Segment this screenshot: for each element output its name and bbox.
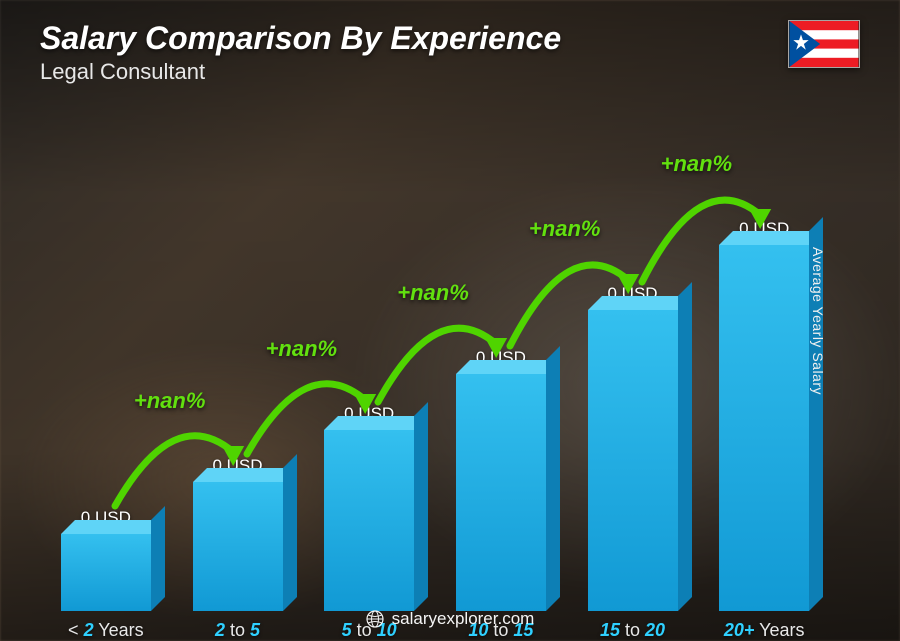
bar-col-5: 0 USD20+ Years xyxy=(704,181,824,611)
bar xyxy=(61,534,151,611)
bar-front xyxy=(61,534,151,611)
bar-col-2: 0 USD5 to 10 xyxy=(309,181,429,611)
bar xyxy=(324,430,414,611)
bar-front xyxy=(193,482,283,611)
puerto-rico-flag-icon xyxy=(788,20,860,68)
chart-container: Salary Comparison By Experience Legal Co… xyxy=(0,0,900,641)
footer: salaryexplorer.com xyxy=(0,609,900,629)
bar-front xyxy=(324,430,414,611)
bar-top-face xyxy=(324,416,428,430)
bar xyxy=(193,482,283,611)
bar-side-face xyxy=(546,346,560,611)
bar-front xyxy=(719,245,809,611)
chart-area: 0 USD< 2 Years0 USD2 to 50 USD5 to 100 U… xyxy=(40,105,830,611)
header: Salary Comparison By Experience Legal Co… xyxy=(40,20,860,85)
bar xyxy=(719,245,809,611)
bar-top-face xyxy=(193,468,297,482)
bar xyxy=(588,310,678,611)
title-block: Salary Comparison By Experience Legal Co… xyxy=(40,20,788,85)
growth-label: +nan% xyxy=(529,216,601,242)
bar-side-face xyxy=(283,454,297,611)
bar-front xyxy=(456,374,546,611)
bar xyxy=(456,374,546,611)
globe-icon xyxy=(366,610,384,628)
bar-col-3: 0 USD10 to 15 xyxy=(441,181,561,611)
growth-label: +nan% xyxy=(134,388,206,414)
bar-side-face xyxy=(678,282,692,611)
bar-top-face xyxy=(588,296,692,310)
page-title: Salary Comparison By Experience xyxy=(40,20,788,57)
bar-top-face xyxy=(456,360,560,374)
growth-label: +nan% xyxy=(397,280,469,306)
bar-top-face xyxy=(719,231,823,245)
footer-site: salaryexplorer.com xyxy=(392,609,535,629)
page-subtitle: Legal Consultant xyxy=(40,59,788,85)
bar-side-face xyxy=(151,506,165,611)
y-axis-label: Average Yearly Salary xyxy=(810,247,826,395)
bar-front xyxy=(588,310,678,611)
growth-label: +nan% xyxy=(661,151,733,177)
growth-label: +nan% xyxy=(266,336,338,362)
bar-col-4: 0 USD15 to 20 xyxy=(573,181,693,611)
bar-side-face xyxy=(414,402,428,611)
bar-top-face xyxy=(61,520,165,534)
